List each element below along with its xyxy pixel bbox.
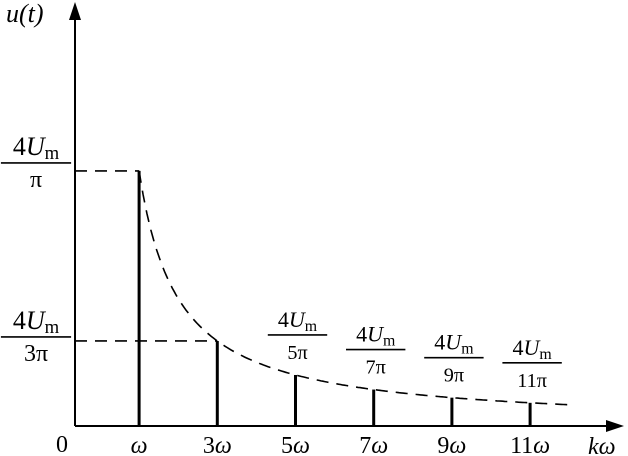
fraction-denominator: 9π [444,365,464,387]
bar-value-label: 4Um π [0,132,72,193]
x-axis-arrow [606,420,624,432]
fraction-numerator: 4Um [512,335,552,363]
dashed-guides [75,170,570,406]
fraction-numerator: 4Um [13,132,60,164]
spectral-lines [137,170,532,426]
fraction-numerator: 4Um [278,307,318,335]
envelope-curve [138,170,570,406]
fraction-numerator: 4Um [434,330,474,358]
y-axis-label: u(t) [6,0,44,28]
fraction-denominator: 7π [366,357,386,379]
x-tick-label: 3ω [203,433,232,456]
x-axis-label: kω [588,434,616,456]
x-tick-label: ω [131,433,148,456]
fraction-denominator: 5π [287,342,307,364]
fraction-numerator: 4Um [13,306,60,338]
x-tick-label: 5ω [281,433,310,456]
fraction-denominator: 11π [517,370,547,392]
x-tick-labels: ω 3ω 5ω 7ω 9ω 11ω [131,433,551,456]
x-tick-label: 9ω [437,433,466,456]
origin-label: 0 [56,432,68,456]
fraction-denominator: 3π [24,341,48,367]
x-tick-label: 11ω [510,433,550,456]
fraction-denominator: π [30,167,42,193]
fraction-numerator: 4Um [356,322,396,350]
y-axis-arrow [69,2,81,20]
x-tick-label: 7ω [359,433,388,456]
